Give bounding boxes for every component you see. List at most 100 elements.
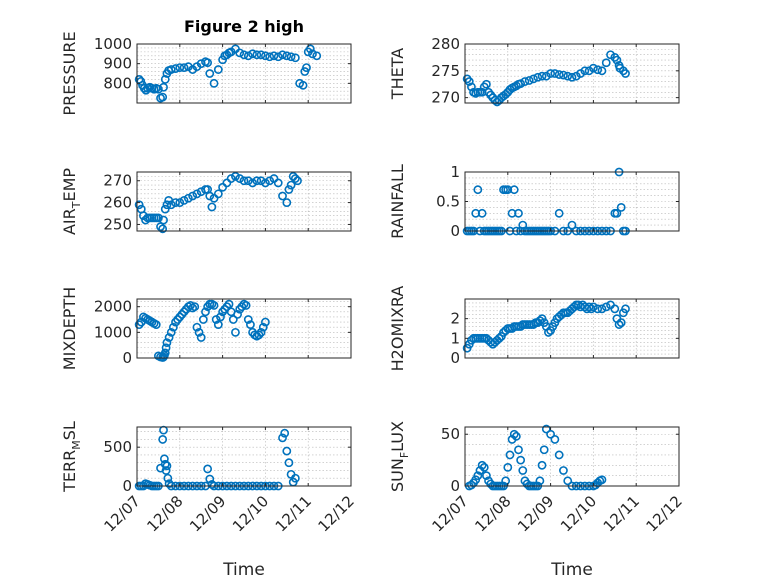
data-point (282, 51, 292, 61)
y-tick-label: 270 (431, 89, 460, 107)
data-point (563, 71, 573, 81)
data-point (503, 462, 513, 472)
data-point (265, 176, 275, 186)
data-point (183, 193, 193, 203)
data-point (239, 50, 249, 60)
y-axis-label: H2OMIXRA (388, 286, 407, 372)
data-point (258, 322, 268, 332)
x-tick-label: 12/07 (101, 492, 144, 535)
subplot-h2omixra: 0 12 H2OMIXRA (388, 286, 680, 372)
data-point (580, 66, 590, 76)
x-tick-label: 12/08 (471, 492, 514, 535)
axes-frame (464, 298, 680, 359)
data-point (589, 63, 598, 73)
data-point (481, 471, 491, 481)
data-point (209, 78, 219, 88)
data-point (516, 79, 526, 89)
data-point (481, 79, 491, 89)
subplot-rainfall: 0 0.5 1 RAINFALL (388, 163, 680, 240)
y-tick-label: 250 (103, 215, 132, 233)
axes-frame (464, 43, 680, 104)
data-point (305, 44, 315, 54)
data-point (514, 208, 523, 218)
data-point (231, 171, 240, 181)
subplot-theta: 270 275 280 THETA (388, 35, 680, 107)
data-point (153, 213, 163, 223)
data-point (256, 327, 266, 337)
data-point (171, 198, 180, 207)
data-point (554, 208, 564, 218)
subplot-air-temp: 250 260 270 AIRTEMP (60, 168, 352, 235)
data-point (209, 301, 219, 310)
data-point (511, 431, 521, 441)
data-point (161, 343, 171, 353)
y-tick-label: 2 (450, 310, 460, 328)
y-axis-label-main: RAINFALL (388, 164, 407, 239)
y-tick-label: 0 (450, 222, 460, 240)
data-point (286, 52, 296, 62)
data-point (241, 301, 251, 310)
axes-frame (136, 171, 352, 232)
y-axis-label: MIXDEPTH (60, 287, 79, 370)
data-point (298, 80, 308, 90)
data-point (614, 320, 624, 329)
data-point (160, 75, 170, 84)
data-point (175, 198, 185, 207)
data-point (235, 174, 245, 183)
data-point (589, 302, 598, 312)
data-point (282, 198, 292, 207)
data-point (535, 316, 545, 326)
data-point (162, 200, 172, 210)
data-point (535, 476, 545, 486)
data-point (529, 320, 538, 329)
data-point (252, 50, 262, 60)
axes-frame (464, 426, 680, 487)
data-point (273, 52, 283, 62)
y-tick-label: 800 (103, 74, 132, 92)
data-point (196, 333, 206, 342)
data-point (290, 174, 300, 183)
data-point (597, 304, 607, 314)
y-axis-label: AIRTEMP (60, 168, 83, 235)
data-point (473, 471, 483, 481)
data-point (179, 196, 189, 205)
y-axis-label-rest: LUX (388, 421, 407, 452)
data-point (284, 458, 294, 468)
y-tick-label: 1 (450, 163, 460, 181)
data-point (260, 178, 270, 188)
y-tick-label: 0 (450, 349, 460, 367)
data-point (539, 445, 549, 455)
y-tick-label: 2000 (94, 298, 132, 316)
data-point (563, 476, 573, 486)
data-point (213, 189, 223, 199)
data-point (282, 446, 292, 456)
x-tick-label: 12/07 (429, 492, 472, 535)
data-point (256, 50, 266, 60)
data-point (158, 92, 168, 102)
data-point (190, 302, 200, 312)
data-point (612, 208, 622, 218)
data-point (554, 70, 564, 79)
y-axis-label: THETA (388, 48, 407, 100)
data-point (158, 435, 168, 444)
y-axis-label-subscript: M (70, 440, 83, 450)
data-point (216, 312, 225, 322)
x-tick-label: 12/10 (229, 492, 272, 535)
data-point (198, 315, 208, 324)
data-point (597, 475, 607, 485)
data-point (559, 70, 568, 80)
data-point (260, 317, 270, 327)
data-point (505, 450, 515, 460)
x-tick-label: 12/09 (186, 492, 229, 535)
y-tick-label: 500 (103, 438, 132, 456)
data-point (205, 474, 215, 484)
data-point (477, 208, 487, 218)
data-point (511, 81, 521, 91)
data-point (166, 200, 176, 210)
data-point (541, 424, 551, 434)
data-point (239, 176, 249, 186)
data-point (559, 466, 568, 475)
data-point (621, 304, 630, 314)
data-point (243, 315, 253, 324)
